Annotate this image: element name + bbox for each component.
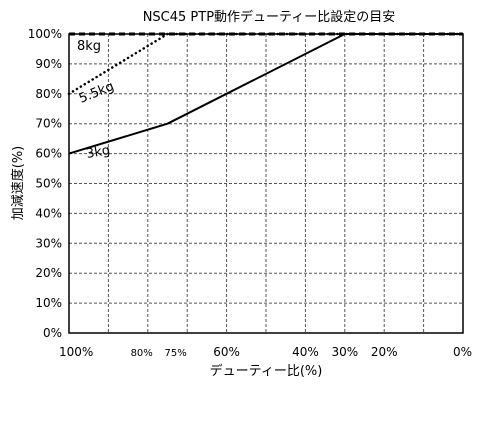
series-label-5-5kg: 5.5kg — [77, 79, 116, 107]
x-tick-label: 80% — [131, 348, 153, 359]
x-tick-label: 30% — [331, 345, 358, 359]
y-tick-label: 50% — [35, 177, 62, 191]
y-tick-label: 70% — [35, 117, 62, 131]
x-tick-label: 60% — [213, 345, 240, 359]
y-axis-label: 加減速度(%) — [10, 146, 26, 221]
x-tick-label: 100% — [59, 345, 93, 359]
x-tick-label: 75% — [165, 348, 187, 359]
chart-title: NSC45 PTP動作デューティー比設定の目安 — [143, 9, 396, 25]
x-tick-label: 40% — [292, 345, 319, 359]
y-tick-label: 40% — [35, 206, 62, 220]
y-axis-ticks: 0% 10% 20% 30% 40% 50% 60% 70% 80% 90% 100% — [28, 27, 62, 340]
annotation-layer: 8kg 5.5kg 3kg — [77, 39, 116, 162]
series-label-3kg: 3kg — [85, 143, 111, 162]
y-tick-label: 30% — [35, 236, 62, 250]
y-tick-label: 100% — [28, 27, 62, 41]
y-tick-label: 20% — [35, 266, 62, 280]
x-axis-ticks: 100% 80% 75% 60% 40% 30% 20% 0% — [59, 345, 472, 359]
y-tick-label: 60% — [35, 147, 62, 161]
x-tick-label: 20% — [371, 345, 398, 359]
grid-layer — [69, 34, 463, 333]
series-label-8kg: 8kg — [77, 39, 101, 54]
y-tick-label: 10% — [35, 296, 62, 310]
plot-frame — [68, 33, 464, 334]
y-tick-label: 90% — [35, 57, 62, 71]
series-layer — [67, 32, 465, 155]
y-tick-label: 80% — [35, 87, 62, 101]
x-axis-label: デューティー比(%) — [210, 363, 323, 379]
y-tick-label: 0% — [43, 326, 62, 340]
x-tick-label: 0% — [453, 345, 472, 359]
